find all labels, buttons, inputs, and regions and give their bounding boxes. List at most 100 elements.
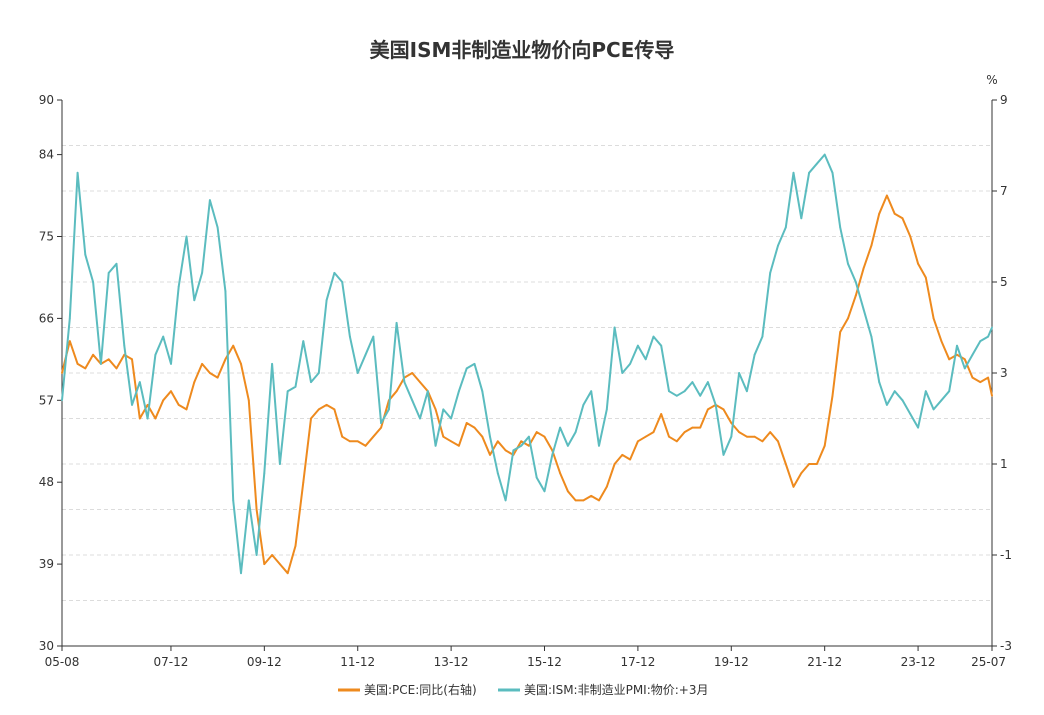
series-1-point: [84, 253, 87, 256]
series-0-point: [823, 444, 826, 447]
series-0-point: [364, 444, 367, 447]
series-0-point: [255, 508, 258, 511]
series-0-point: [753, 435, 756, 438]
series-1-point: [901, 399, 904, 402]
series-0-point: [162, 399, 165, 402]
series-1-point: [107, 272, 110, 274]
y-left-tick-label: 75: [39, 230, 54, 244]
series-0-point: [769, 431, 772, 433]
series-1-point: [520, 444, 523, 447]
series-0-point: [535, 431, 538, 433]
series-1-point: [224, 290, 227, 292]
series-1-point: [247, 499, 250, 502]
series-1-point: [675, 394, 678, 397]
series-1-point: [193, 299, 196, 302]
series-0-point: [924, 276, 927, 279]
series-1-point: [504, 499, 507, 502]
series-0-point: [792, 485, 795, 488]
series-0-point: [932, 317, 935, 320]
series-0-point: [940, 340, 943, 342]
series-1-point: [862, 308, 865, 311]
series-0-point: [816, 463, 818, 465]
series-0-point: [193, 381, 196, 383]
y-left-tick-label: 30: [39, 639, 54, 653]
series-1-point: [963, 367, 966, 370]
series-0-point: [668, 435, 670, 438]
series-1-point: [932, 408, 935, 411]
y-right-tick-label: -1: [1000, 548, 1012, 562]
series-1-point: [419, 417, 421, 420]
series-0-point: [481, 435, 484, 438]
series-1-point: [924, 390, 927, 393]
series-0-point: [504, 449, 507, 452]
series-0-point: [146, 404, 149, 406]
y-right-tick-label: 1: [1000, 457, 1008, 471]
series-1-point: [388, 408, 390, 411]
series-1-point: [784, 226, 787, 229]
series-0-point: [660, 413, 663, 415]
series-1-point: [372, 335, 375, 338]
series-1-point: [138, 381, 141, 383]
series-1-point: [349, 335, 351, 338]
series-0-point: [419, 381, 421, 383]
series-0-point: [528, 444, 530, 447]
series-0-point: [209, 372, 211, 374]
series-1-point: [489, 435, 491, 438]
series-1-point: [605, 408, 608, 411]
y-right-tick-label: -3: [1000, 639, 1012, 653]
series-1-point: [823, 153, 826, 156]
series-1-point: [769, 272, 772, 274]
series-0-point: [746, 435, 748, 438]
series-0-point: [707, 408, 709, 411]
y-left-tick-label: 57: [39, 393, 54, 407]
series-0-point: [349, 440, 351, 443]
series-1-point: [317, 372, 320, 374]
series-0-point: [395, 390, 398, 393]
x-tick-label: 13-12: [434, 655, 469, 669]
series-0-point: [333, 408, 336, 411]
series-0-point: [991, 394, 993, 397]
x-tick-label: 19-12: [714, 655, 749, 669]
series-0-point: [979, 381, 982, 383]
series-1-point: [886, 404, 888, 406]
series-0-point: [520, 440, 523, 443]
series-0-point: [232, 344, 235, 347]
series-0-point: [317, 408, 320, 411]
series-0-point: [279, 563, 281, 565]
series-1-point: [411, 399, 414, 402]
series-1-point: [465, 367, 468, 370]
series-1-point: [660, 344, 663, 347]
series-1-point: [263, 472, 266, 474]
series-1-point: [528, 435, 530, 438]
x-tick-label: 25-07: [971, 655, 1006, 669]
series-0-point: [909, 235, 912, 238]
series-1-point: [185, 235, 188, 238]
series-0-point: [637, 440, 639, 443]
series-1-point: [613, 326, 616, 329]
series-1-point: [854, 281, 857, 283]
series-1-point: [917, 426, 919, 429]
series-0-point: [76, 363, 79, 365]
series-0-point: [948, 358, 951, 361]
series-1-point: [761, 335, 764, 338]
series-1-point: [746, 390, 748, 393]
series-0-point: [886, 194, 888, 197]
series-1-point: [839, 226, 842, 229]
series-1-point: [816, 162, 818, 165]
series-0-point: [170, 390, 172, 393]
series-1-point: [582, 404, 585, 406]
series-1-point: [512, 449, 515, 452]
series-1-point: [61, 399, 63, 402]
series-1-point: [979, 340, 982, 342]
series-1-point: [621, 372, 624, 374]
series-0-point: [761, 440, 764, 443]
series-0-point: [372, 435, 375, 438]
series-1-point: [279, 463, 281, 465]
series-1-point: [668, 390, 670, 393]
series-1-point: [294, 385, 297, 388]
series-0-point: [784, 463, 787, 465]
x-tick-label: 11-12: [340, 655, 375, 669]
series-1-point: [808, 171, 810, 174]
series-1-point: [162, 335, 165, 338]
